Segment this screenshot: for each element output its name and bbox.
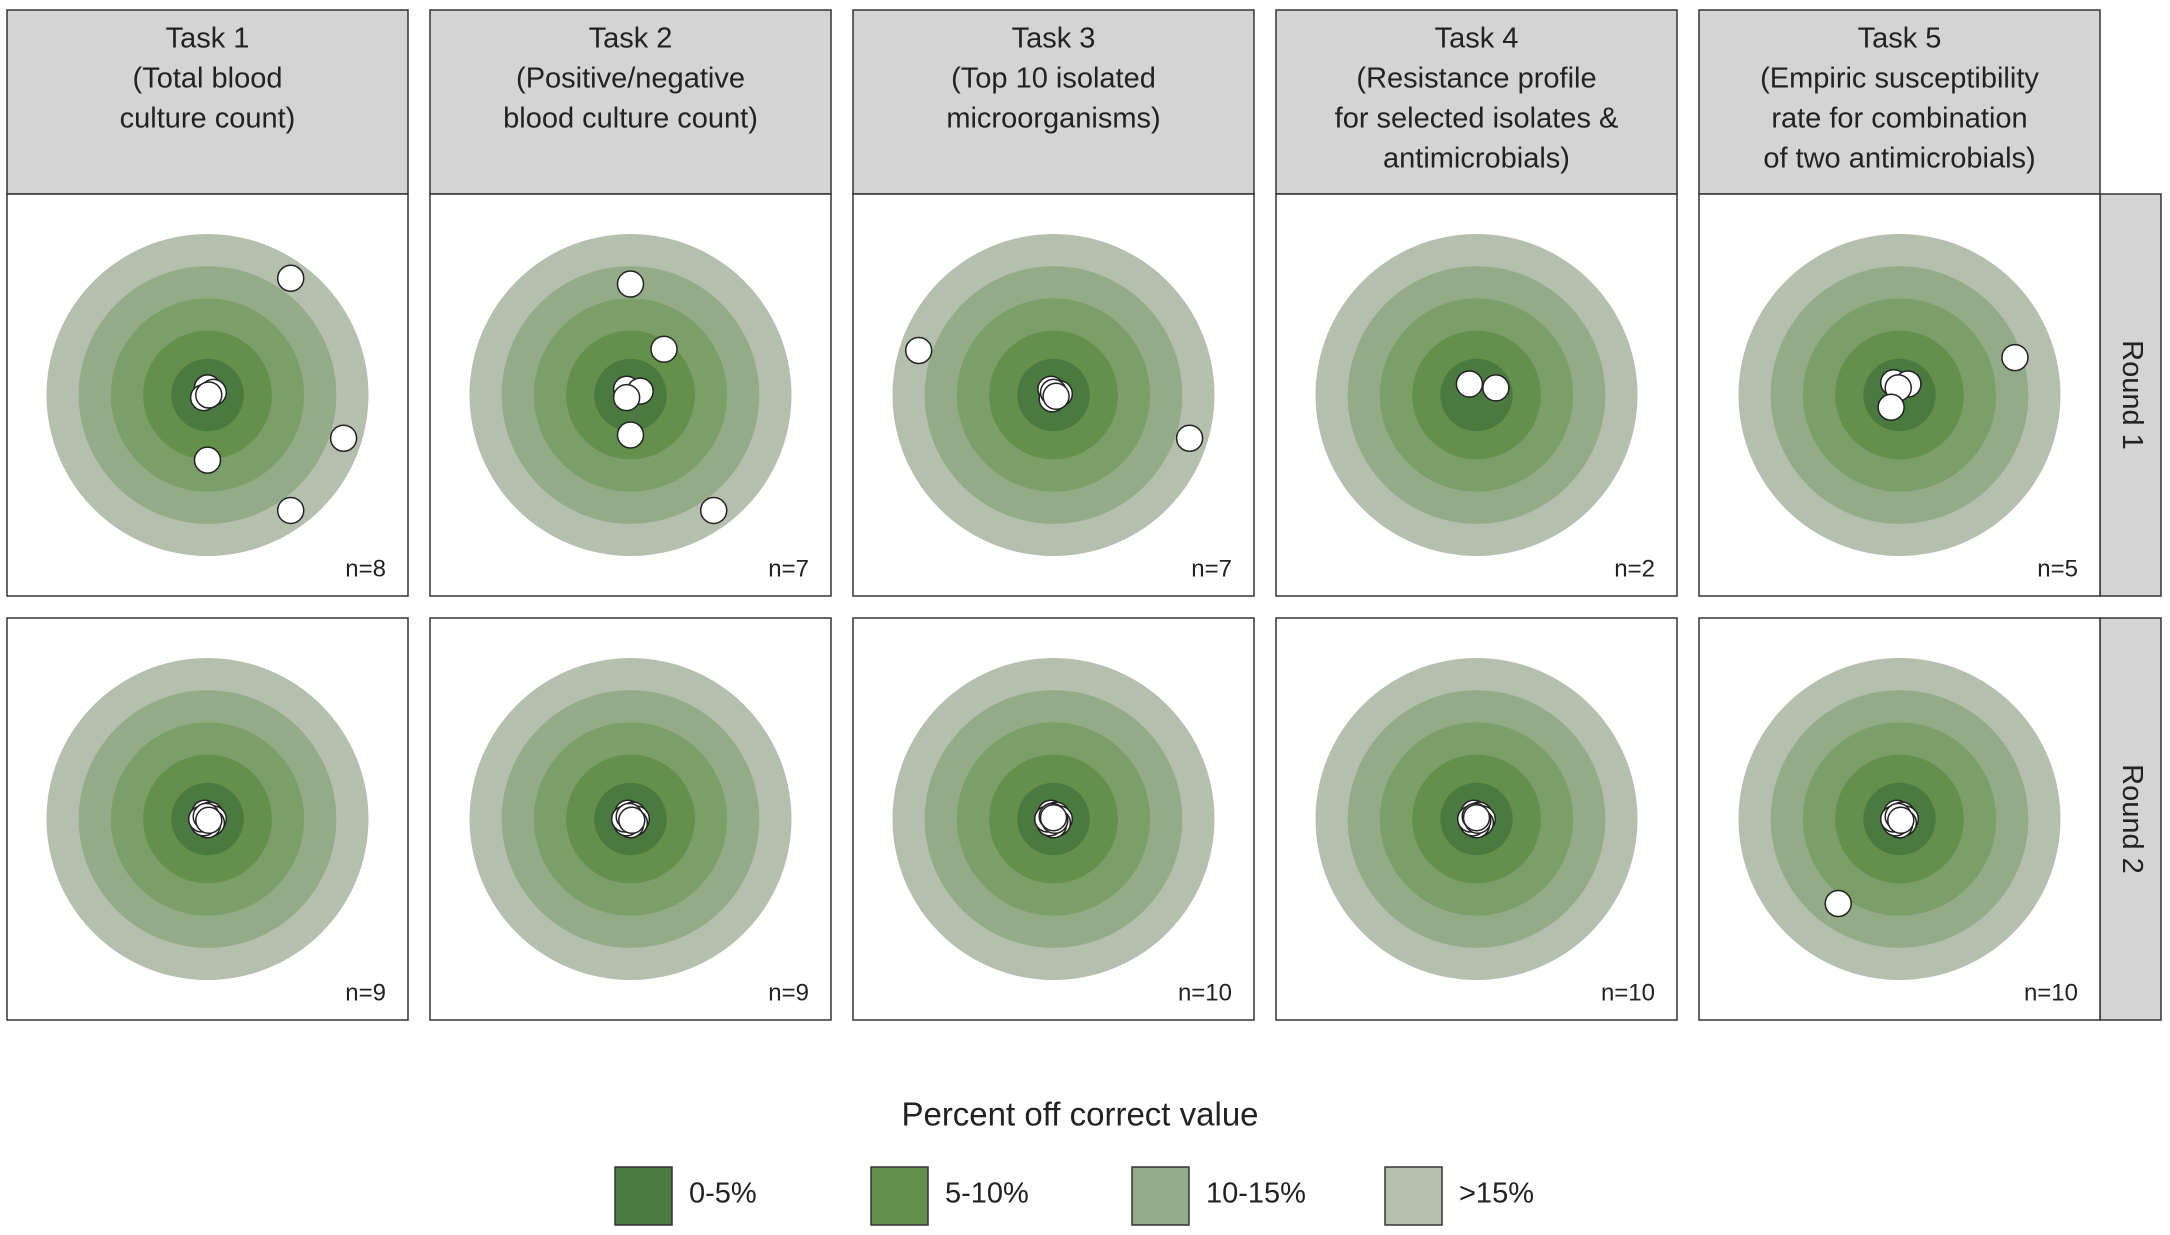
- response-point: [1462, 803, 1491, 832]
- response-point: [1482, 374, 1510, 402]
- response-point: [1877, 393, 1905, 422]
- column-header: [852, 9, 1255, 195]
- header-text: Task 5: [1858, 23, 1942, 55]
- column-header: [429, 9, 832, 195]
- legend-label: 5-10%: [945, 1178, 1029, 1210]
- response-point: [650, 335, 678, 363]
- column-header: [1698, 9, 2101, 195]
- response-point: [616, 421, 645, 449]
- header-text: (Total blood: [133, 63, 283, 95]
- legend-label: 10-15%: [1206, 1178, 1306, 1210]
- header-text: of two antimicrobials): [1763, 143, 2035, 175]
- legend-swatch: [870, 1166, 929, 1226]
- header-text: antimicrobials): [1383, 143, 1570, 175]
- header-text: (Resistance profile: [1356, 63, 1596, 95]
- response-point: [276, 496, 305, 525]
- header-text: Task 4: [1435, 23, 1519, 55]
- header-text: Task 2: [589, 23, 673, 55]
- response-point: [1824, 889, 1852, 918]
- row-strip: [2099, 617, 2162, 1021]
- response-point: [618, 806, 646, 835]
- column-header: [1275, 9, 1678, 195]
- n-label: n=5: [2037, 555, 2078, 582]
- row-label: Round 2: [2116, 764, 2148, 874]
- legend-title: Percent off correct value: [901, 1096, 1258, 1133]
- header-text: (Empiric susceptibility: [1760, 63, 2039, 95]
- header-text: microorganisms): [946, 103, 1160, 135]
- response-point: [1887, 806, 1915, 835]
- header-text: (Top 10 isolated: [951, 63, 1156, 95]
- header-text: Task 1: [166, 23, 250, 55]
- response-point: [1042, 382, 1070, 411]
- column-header: [6, 9, 409, 195]
- response-point: [1175, 424, 1204, 452]
- legend-label: >15%: [1459, 1178, 1534, 1210]
- response-point: [612, 383, 641, 412]
- response-point: [1039, 803, 1068, 832]
- row-label: Round 1: [2116, 340, 2148, 450]
- row-strip: [2099, 193, 2162, 597]
- response-point: [329, 424, 358, 452]
- response-point: [276, 264, 305, 293]
- header-text: rate for combination: [1771, 103, 2027, 135]
- header-text: Task 3: [1012, 23, 1096, 55]
- header-text: blood culture count): [503, 103, 758, 135]
- response-point: [195, 381, 223, 409]
- n-label: n=10: [1178, 979, 1232, 1006]
- n-label: n=9: [345, 979, 386, 1006]
- n-label: n=2: [1614, 555, 1655, 582]
- response-point: [904, 336, 933, 365]
- n-label: n=7: [1191, 555, 1232, 582]
- n-label: n=9: [768, 979, 809, 1006]
- response-point: [193, 446, 222, 474]
- header-text: culture count): [120, 103, 296, 135]
- n-label: n=10: [2024, 979, 2078, 1006]
- response-point: [1455, 370, 1484, 398]
- header-text: for selected isolates &: [1335, 103, 1619, 135]
- n-label: n=7: [768, 555, 809, 582]
- header-text: (Positive/negative: [516, 63, 745, 95]
- legend-swatch: [1131, 1166, 1190, 1226]
- response-point: [2001, 343, 2029, 372]
- n-label: n=10: [1601, 979, 1655, 1006]
- legend-swatch: [1384, 1166, 1443, 1226]
- response-point: [195, 806, 223, 835]
- response-point: [616, 270, 645, 298]
- legend-swatch: [614, 1166, 673, 1226]
- legend-label: 0-5%: [689, 1178, 757, 1210]
- n-label: n=8: [345, 555, 386, 582]
- response-point: [699, 496, 728, 525]
